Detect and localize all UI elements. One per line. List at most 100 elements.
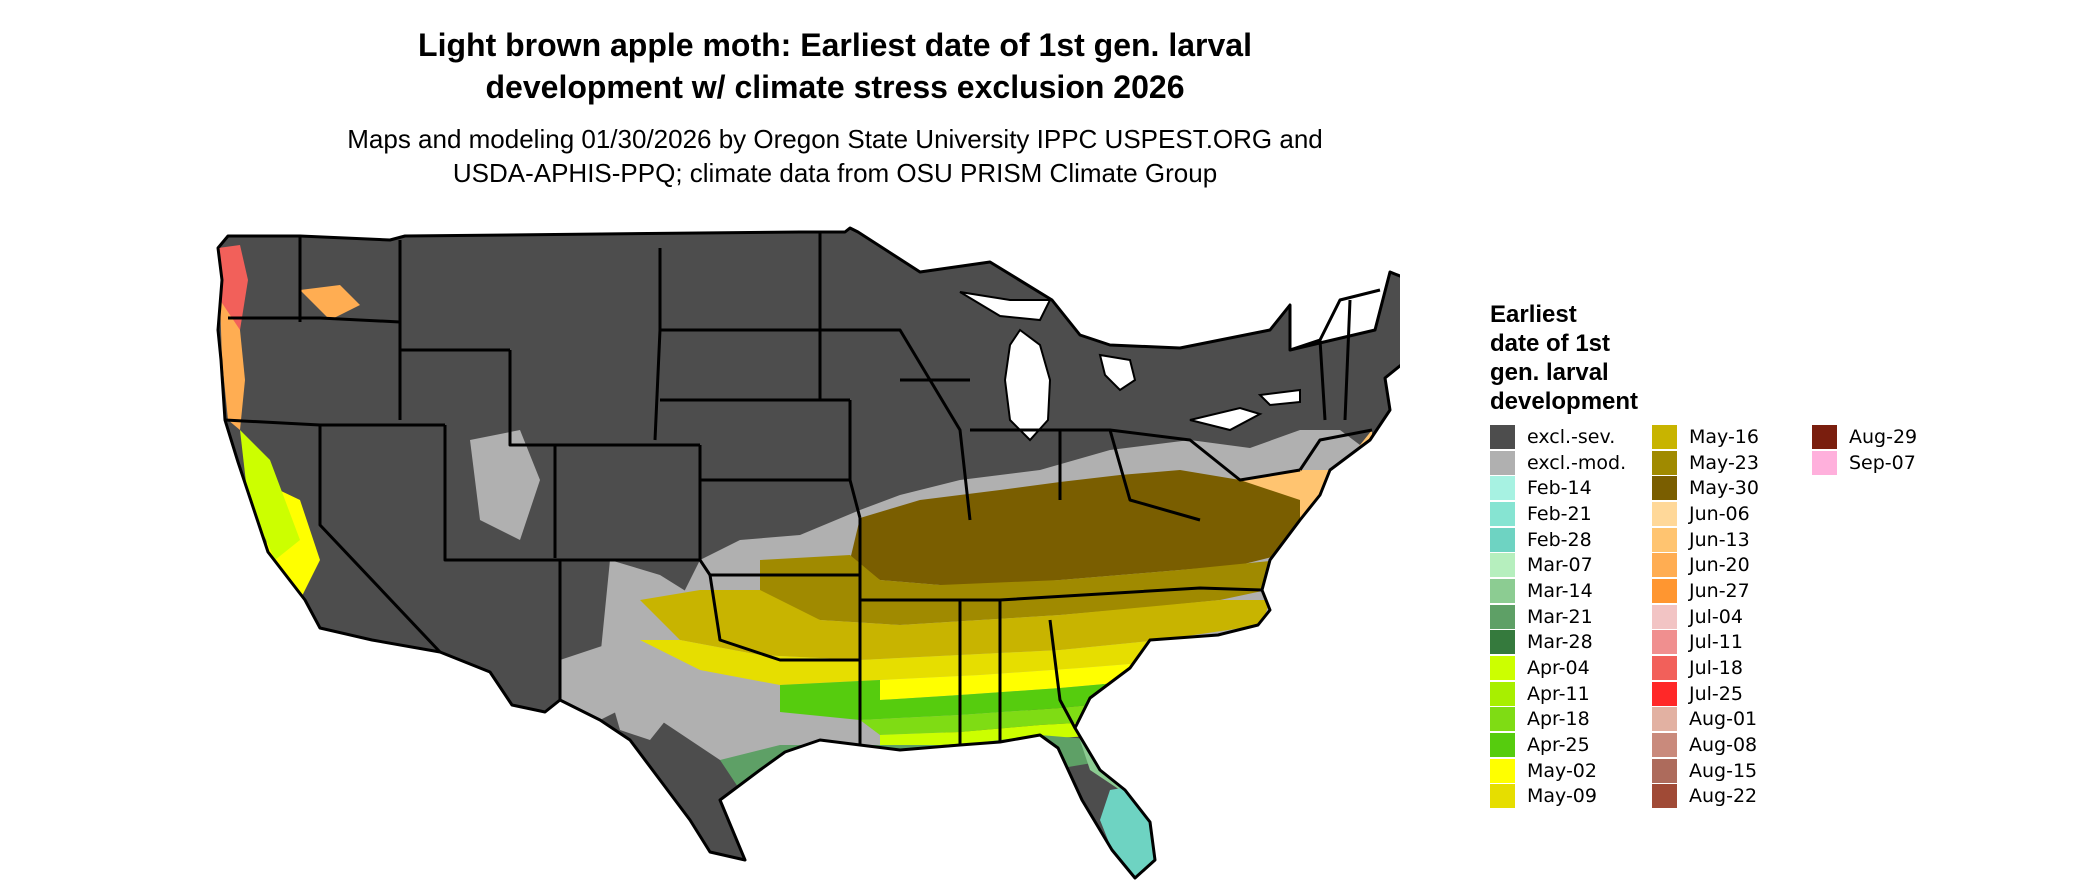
legend-column-2: May-16 May-23 May-30 Jun-06 Jun-13 Jun-20 Jun-… [1652, 424, 1759, 809]
legend-label: Mar-28 [1527, 631, 1593, 654]
legend-item: May-02 [1490, 758, 1626, 784]
legend-label: Feb-28 [1527, 528, 1592, 551]
legend-label: Aug-01 [1689, 708, 1758, 731]
legend-label: Jun-06 [1689, 502, 1750, 525]
band-may-30 [850, 470, 1300, 585]
band-may-09 [640, 640, 1200, 685]
map-title: Light brown apple moth: Earliest date of… [300, 24, 1370, 108]
legend-item: Apr-18 [1490, 707, 1626, 733]
legend-swatch [1490, 656, 1515, 681]
legend-label: Feb-21 [1527, 502, 1592, 525]
legend-label: Jul-11 [1689, 631, 1743, 654]
band-may-16 [640, 590, 1270, 660]
legend-swatch [1652, 424, 1677, 449]
legend-swatch [1652, 733, 1677, 758]
legend-swatch [1812, 450, 1837, 475]
legend-swatch [1490, 424, 1515, 449]
legend-label: Mar-21 [1527, 605, 1593, 628]
legend-item: Aug-01 [1652, 707, 1759, 733]
us-map [216, 226, 1400, 880]
legend-item: Feb-28 [1490, 527, 1626, 553]
legend-swatch [1652, 707, 1677, 732]
band-may-23 [760, 555, 1290, 625]
legend-label: Jun-27 [1689, 579, 1750, 602]
legend-title-line-1: Earliest [1490, 301, 1577, 328]
legend-item: Jun-20 [1652, 552, 1759, 578]
legend-swatch [1652, 578, 1677, 603]
legend-label: Jul-25 [1689, 682, 1743, 705]
legend-label: Aug-29 [1849, 425, 1918, 448]
legend-label: Jun-20 [1689, 554, 1750, 577]
legend-item: May-09 [1490, 784, 1626, 810]
legend-swatch [1652, 450, 1677, 475]
legend-label: Jun-13 [1689, 528, 1750, 551]
legend-label: May-09 [1527, 785, 1597, 808]
legend-item: May-16 [1652, 424, 1759, 450]
legend-label: May-30 [1689, 477, 1759, 500]
legend-label: Mar-14 [1527, 579, 1593, 602]
legend-swatch [1652, 656, 1677, 681]
legend-swatch [1490, 681, 1515, 706]
legend-title-line-2: date of 1st [1490, 330, 1611, 357]
legend-item: Jun-06 [1652, 501, 1759, 527]
legend-item: Mar-14 [1490, 578, 1626, 604]
legend-swatch [1490, 527, 1515, 552]
legend-label: Sep-07 [1849, 451, 1916, 474]
legend-swatch [1490, 733, 1515, 758]
legend-label: Jul-18 [1689, 657, 1743, 680]
map-subtitle: Maps and modeling 01/30/2026 by Oregon S… [280, 122, 1390, 190]
legend-swatch [1652, 681, 1677, 706]
legend-item: excl.-mod. [1490, 450, 1626, 476]
legend-swatch [1652, 784, 1677, 809]
legend-swatch [1652, 553, 1677, 578]
legend-label: Jul-04 [1689, 605, 1743, 628]
legend-label: May-23 [1689, 451, 1759, 474]
legend-label: Aug-22 [1689, 785, 1758, 808]
legend-swatch [1812, 424, 1837, 449]
legend-item: Jul-25 [1652, 681, 1759, 707]
legend-item: May-23 [1652, 450, 1759, 476]
legend-swatch [1490, 501, 1515, 526]
legend-label: excl.-sev. [1527, 425, 1616, 448]
legend-label: May-16 [1689, 425, 1759, 448]
legend-label: May-02 [1527, 759, 1597, 782]
legend-label: Apr-11 [1527, 682, 1590, 705]
legend-swatch [1652, 476, 1677, 501]
legend-item: Aug-08 [1652, 732, 1759, 758]
subtitle-line-1: Maps and modeling 01/30/2026 by Oregon S… [347, 124, 1323, 154]
title-line-1: Light brown apple moth: Earliest date of… [418, 27, 1252, 63]
legend-item: Apr-11 [1490, 681, 1626, 707]
legend-item: Jul-11 [1652, 630, 1759, 656]
legend-swatch [1490, 450, 1515, 475]
legend-item: May-30 [1652, 475, 1759, 501]
legend-item: Jul-04 [1652, 604, 1759, 630]
legend-swatch [1652, 501, 1677, 526]
legend-item: Apr-04 [1490, 655, 1626, 681]
legend-swatch [1652, 630, 1677, 655]
legend-column-1: excl.-sev. excl.-mod. Feb-14 Feb-21 Feb-28 Ma… [1490, 424, 1626, 809]
legend-title-line-3: gen. larval [1490, 359, 1609, 386]
band-jun-20 [220, 300, 245, 430]
great-lakes [959, 291, 1301, 442]
legend-item: Mar-28 [1490, 630, 1626, 656]
legend-label: Aug-08 [1689, 734, 1758, 757]
legend-item: Apr-25 [1490, 732, 1626, 758]
legend-label: Mar-07 [1527, 554, 1593, 577]
legend-item: Feb-21 [1490, 501, 1626, 527]
legend-item: Mar-07 [1490, 552, 1626, 578]
legend-swatch [1490, 578, 1515, 603]
legend-title: Earliest date of 1st gen. larval develop… [1490, 300, 1730, 416]
legend-label: Apr-18 [1527, 708, 1590, 731]
legend-swatch [1490, 553, 1515, 578]
legend-item: Feb-14 [1490, 475, 1626, 501]
legend-item: Jul-18 [1652, 655, 1759, 681]
band-apr-04 [880, 720, 1130, 748]
subtitle-line-2: USDA-APHIS-PPQ; climate data from OSU PR… [452, 158, 1218, 188]
legend-swatch [1652, 604, 1677, 629]
legend-item: Aug-29 [1812, 424, 1917, 450]
legend-swatch [1652, 758, 1677, 783]
legend-item: Mar-21 [1490, 604, 1626, 630]
legend-item: excl.-sev. [1490, 424, 1626, 450]
legend-swatch [1652, 527, 1677, 552]
legend-item: Sep-07 [1812, 450, 1917, 476]
